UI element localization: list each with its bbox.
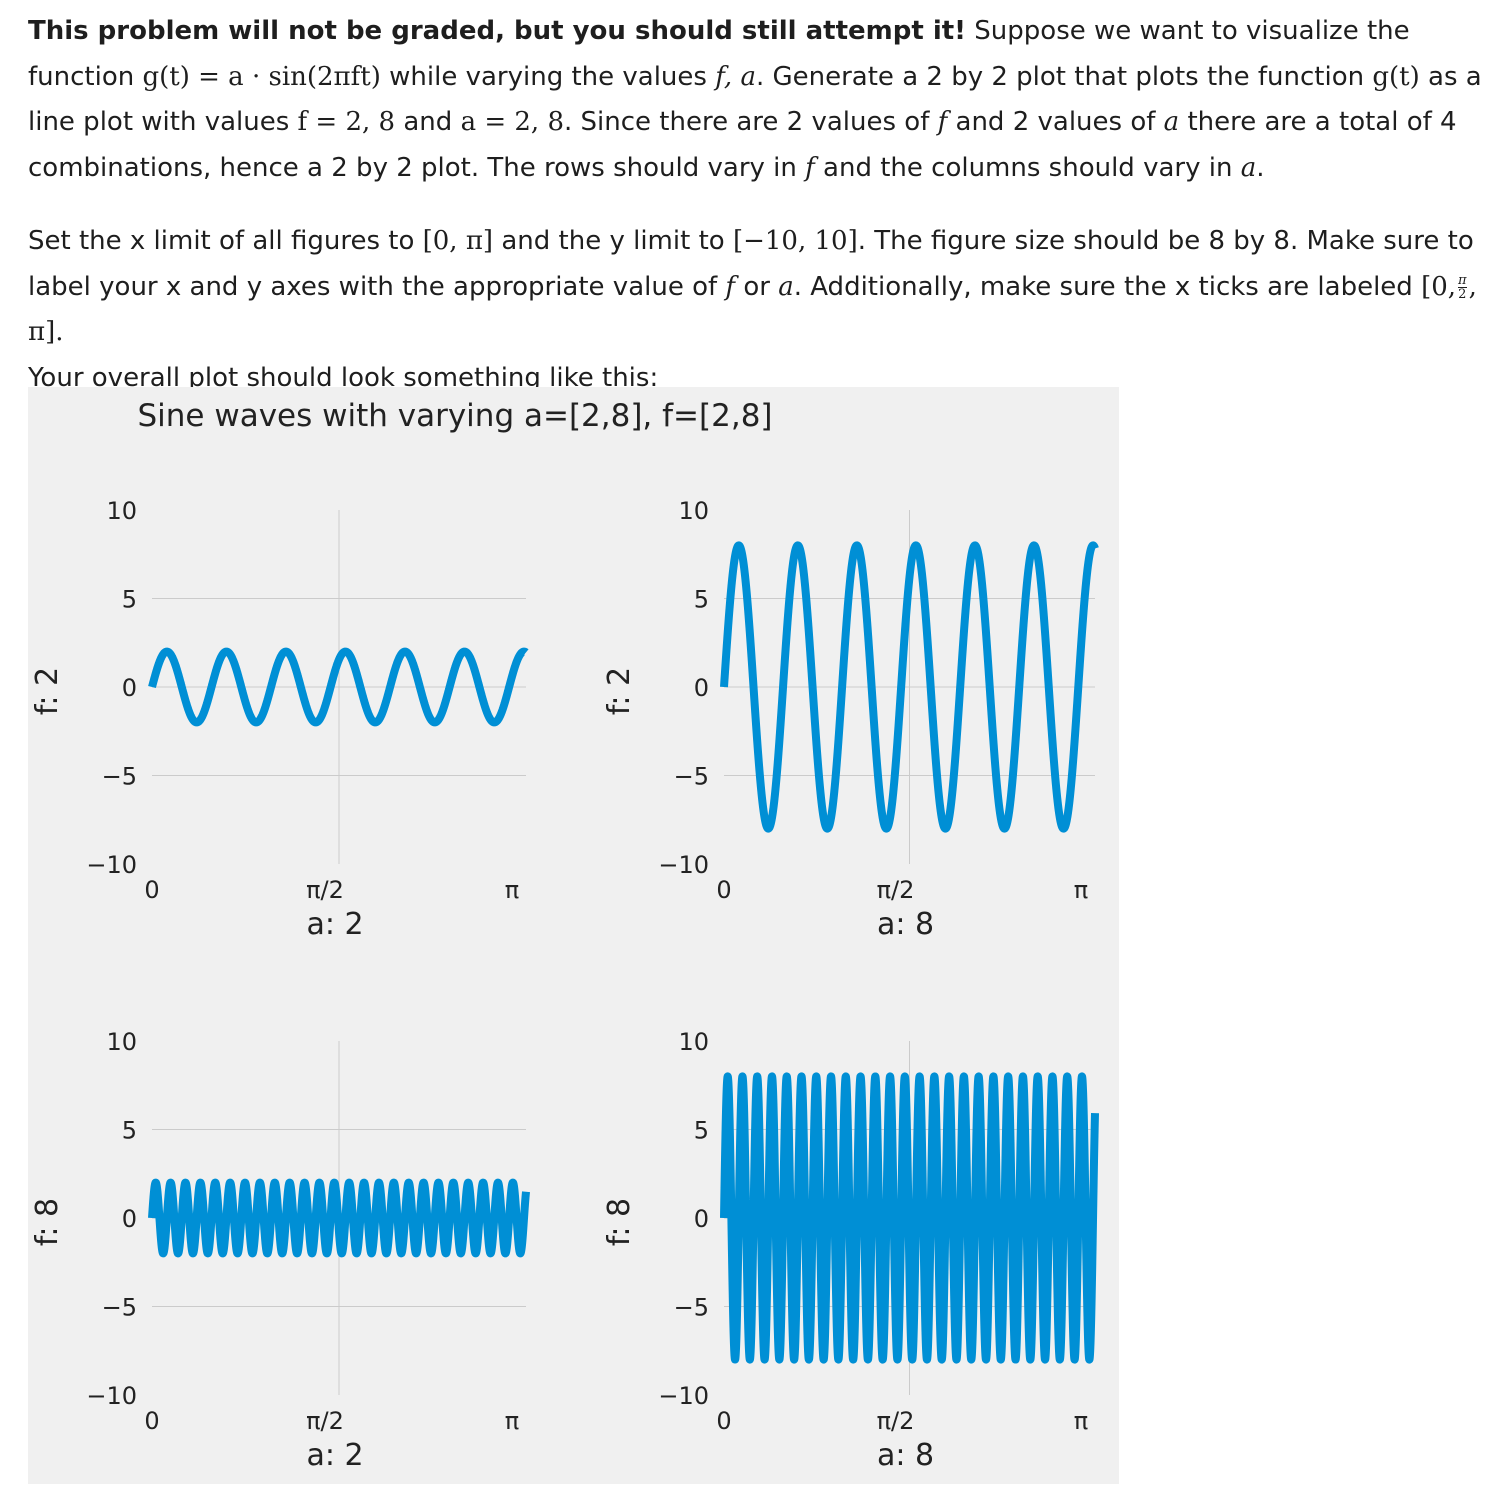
xtick-label: 0 — [144, 876, 159, 904]
math-ticks-open: [0, — [1421, 271, 1457, 302]
figure-svg: Sine waves with varying a=[2,8], f=[2,8]… — [30, 398, 1099, 1473]
math-f: f — [937, 107, 948, 137]
ytick-label: 5 — [694, 586, 709, 614]
text-s2d: . Additionally, make sure the x ticks ar… — [793, 271, 1413, 302]
xtick-label: π/2 — [306, 876, 344, 904]
figure: Sine waves with varying a=[2,8], f=[2,8]… — [28, 387, 1119, 1484]
text-s1b: while varying the values — [389, 61, 707, 92]
text-s2a: Set the x limit of all figures to — [28, 226, 415, 256]
ytick-label: 10 — [106, 1028, 137, 1056]
math-f: f — [725, 271, 736, 302]
text-s1f: and 2 values of — [955, 107, 1156, 137]
xtick-label: π/2 — [877, 876, 915, 904]
ytick-label: 5 — [122, 586, 137, 614]
ytick-label: −10 — [86, 851, 137, 879]
math-ticks-close: , π]. — [28, 271, 1477, 348]
ylabel: f: 2 — [30, 667, 65, 715]
xtick-label: 0 — [716, 876, 731, 904]
math-a-values: a = 2, 8 — [460, 107, 564, 137]
sine-line — [148, 1178, 530, 1258]
ytick-label: −10 — [658, 1382, 709, 1410]
math-function: g(t) = a · sin(2πft) — [142, 61, 381, 92]
ytick-label: 10 — [678, 1028, 709, 1056]
math-a: a — [1163, 107, 1180, 137]
fraction-numerator: π — [1458, 272, 1467, 288]
text-and: and — [403, 107, 453, 137]
ylabel: f: 2 — [602, 667, 637, 715]
ytick-label: 5 — [122, 1117, 137, 1145]
xtick-label: π — [1074, 1407, 1088, 1435]
sine-line — [720, 1072, 1099, 1364]
ylabel: f: 8 — [602, 1198, 637, 1246]
sine-line — [720, 541, 1099, 833]
math-g-t: g(t) — [1372, 61, 1420, 92]
problem-paragraph-1: This problem will not be graded, but you… — [28, 9, 1490, 191]
text-or: or — [743, 271, 770, 302]
xtick-label: 0 — [144, 1407, 159, 1435]
xlabel: a: 8 — [877, 1438, 934, 1473]
text-s1e: . Since there are 2 values of — [564, 107, 930, 137]
ytick-label: 5 — [694, 1117, 709, 1145]
ytick-label: −5 — [674, 1294, 709, 1322]
math-xlim: [0, π] — [422, 226, 494, 256]
text-s2c: . The figure size should be 8 by 8. Make… — [28, 226, 1474, 302]
text-s1a: Suppose we want to visualize the functio… — [28, 16, 1410, 92]
math-f: f — [805, 152, 815, 183]
sine-line — [148, 647, 530, 727]
text-s2b: and the y limit to — [501, 226, 725, 256]
xlabel: a: 2 — [306, 907, 363, 942]
xtick-label: π/2 — [877, 1407, 915, 1435]
xlabel: a: 2 — [306, 1438, 363, 1473]
ytick-label: 0 — [122, 674, 137, 702]
xlabel: a: 8 — [877, 907, 934, 942]
ytick-label: −5 — [102, 763, 137, 791]
ytick-label: 0 — [694, 674, 709, 702]
math-f-values: f = 2, 8 — [297, 107, 396, 137]
subplot-f2-a2: −10 −5 0 5 10 0 π/2 π a: 2 f: 2 — [30, 497, 530, 942]
bold-lead: This problem will not be graded, but you… — [28, 16, 967, 46]
subplot-f2-a8: −10 −5 0 5 10 0 π/2 π a: 8 f: 2 — [602, 497, 1099, 942]
text-s1i: . — [1256, 152, 1265, 183]
math-a: a — [778, 271, 794, 302]
ytick-label: −5 — [674, 763, 709, 791]
subplot-f8-a8: −10 −5 0 5 10 0 π/2 π a: 8 f: 8 — [602, 1028, 1099, 1473]
figure-title: Sine waves with varying a=[2,8], f=[2,8] — [137, 398, 772, 434]
ytick-label: 0 — [122, 1205, 137, 1233]
fraction-denominator: 2 — [1458, 286, 1467, 302]
xtick-label: 0 — [716, 1407, 731, 1435]
text-s1g: there are a total of 4 combinations, hen… — [28, 107, 1457, 183]
math-a: a — [1240, 152, 1257, 183]
xtick-label: π — [505, 876, 519, 904]
xtick-label: π/2 — [306, 1407, 344, 1435]
text-s1c: . Generate a 2 by 2 plot that plots the … — [755, 61, 1365, 92]
ylabel: f: 8 — [30, 1198, 65, 1246]
ytick-label: −5 — [102, 1294, 137, 1322]
ytick-label: 0 — [694, 1205, 709, 1233]
subplot-f8-a2: −10 −5 0 5 10 0 π/2 π a: 2 f: 8 — [30, 1028, 530, 1473]
problem-paragraph-2: Set the x limit of all figures to [0, π]… — [28, 219, 1490, 401]
ytick-label: −10 — [658, 851, 709, 879]
math-vars: f, a — [715, 61, 756, 92]
text-s1d: as a line plot with values — [28, 61, 1482, 138]
math-ylim: [−10, 10] — [732, 226, 858, 256]
xtick-label: π — [1074, 876, 1088, 904]
ytick-label: −10 — [86, 1382, 137, 1410]
ytick-label: 10 — [678, 497, 709, 525]
ytick-label: 10 — [106, 497, 137, 525]
xtick-label: π — [505, 1407, 519, 1435]
text-s1h: and the columns should vary in — [823, 152, 1233, 183]
